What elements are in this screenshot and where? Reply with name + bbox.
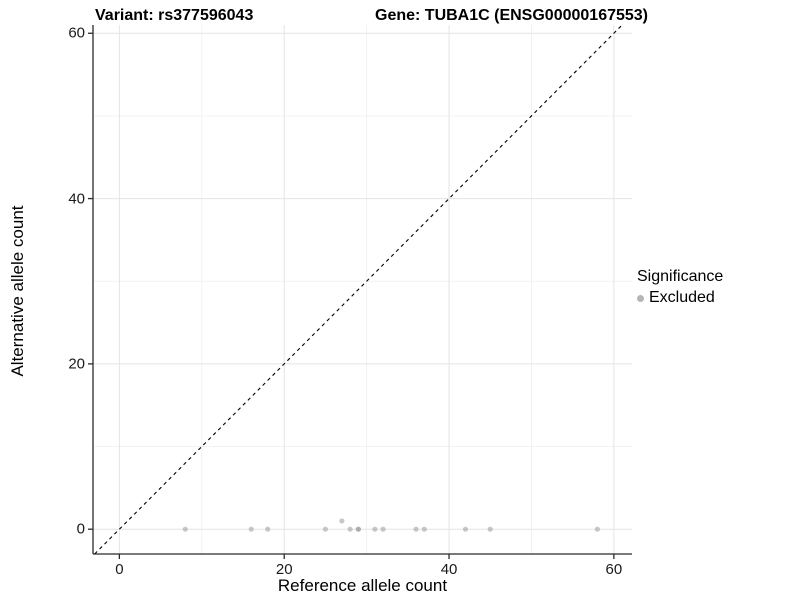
x-tick-label: 40 (440, 561, 458, 578)
data-point (322, 526, 329, 532)
y-tick-label: 40 (68, 190, 85, 208)
y-tick-label: 0 (76, 520, 85, 538)
legend-item-label: Excluded (649, 289, 715, 306)
data-point (380, 526, 386, 532)
data-point (487, 526, 493, 532)
y-tick-label: 20 (68, 355, 85, 373)
data-point (372, 526, 378, 532)
data-point (413, 526, 419, 532)
identity-line (94, 24, 623, 555)
x-tick-label: 0 (115, 561, 124, 578)
excluded-point-icon (637, 294, 644, 302)
data-point (421, 526, 427, 532)
x-tick-label: 60 (605, 561, 623, 578)
data-point (265, 526, 271, 532)
data-point (462, 526, 469, 532)
legend: Significance Excluded (637, 268, 723, 307)
data-point (347, 526, 353, 532)
y-tick-label: 60 (68, 24, 85, 42)
plot-title-gene: Gene: TUBA1C (ENSG00000167553) (375, 7, 649, 24)
legend-title: Significance (637, 268, 724, 285)
legend-item-excluded: Excluded (637, 289, 723, 307)
data-point (248, 526, 254, 532)
y-axis-title: Alternative allele count (8, 205, 27, 377)
x-tick-label: 20 (275, 561, 293, 578)
data-point (355, 526, 361, 532)
plot-title-variant: Variant: rs377596043 (95, 7, 254, 24)
data-point (182, 526, 188, 532)
data-point (339, 518, 345, 524)
x-axis-title: Reference allele count (277, 576, 448, 595)
data-point (594, 526, 600, 532)
